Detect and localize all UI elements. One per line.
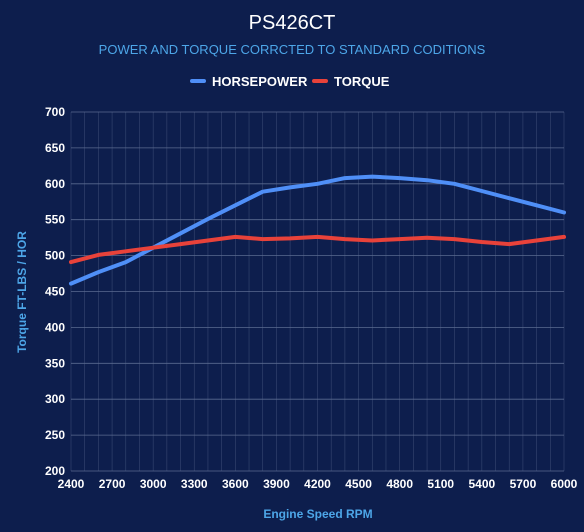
y-axis-label: Torque FT-LBS / HOR [15, 231, 29, 353]
y-tick-label: 250 [45, 428, 65, 442]
ticks: 200 250 300 350 400 450 500 550 600 650 700 2400 270… [45, 105, 578, 491]
series-layer [69, 174, 566, 286]
x-tick-label: 2400 [58, 477, 85, 491]
y-tick-label: 500 [45, 249, 65, 263]
y-tick-label: 650 [45, 141, 65, 155]
y-tick-label: 200 [45, 464, 65, 478]
x-tick-label: 3900 [263, 477, 290, 491]
y-tick-label: 700 [45, 105, 65, 119]
x-tick-label: 6000 [551, 477, 578, 491]
x-tick-label: 3600 [222, 477, 249, 491]
legend: HORSEPOWER TORQUE [190, 74, 390, 89]
legend-label-torque: TORQUE [334, 74, 390, 89]
chart-title: PS426CT [249, 12, 336, 34]
x-tick-label: 4800 [386, 477, 413, 491]
y-tick-label: 550 [45, 213, 65, 227]
x-tick-label: 3000 [140, 477, 167, 491]
y-tick-label: 350 [45, 356, 65, 370]
x-tick-label: 4200 [304, 477, 331, 491]
series-line-torque [69, 234, 566, 265]
x-tick-label: 3300 [181, 477, 208, 491]
x-axis-label: Engine Speed RPM [263, 507, 372, 521]
x-tick-label: 4500 [345, 477, 372, 491]
y-tick-label: 600 [45, 177, 65, 191]
x-tick-label: 5100 [427, 477, 454, 491]
x-tick-label: 2700 [99, 477, 126, 491]
x-tick-label: 5400 [468, 477, 495, 491]
x-tick-label: 5700 [510, 477, 537, 491]
y-tick-label: 450 [45, 285, 65, 299]
legend-label-horsepower: HORSEPOWER [212, 74, 308, 89]
y-tick-label: 300 [45, 392, 65, 406]
chart-subtitle: POWER AND TORQUE CORRCTED TO STANDARD CO… [99, 42, 486, 57]
grid [70, 111, 565, 472]
y-tick-label: 400 [45, 320, 65, 334]
